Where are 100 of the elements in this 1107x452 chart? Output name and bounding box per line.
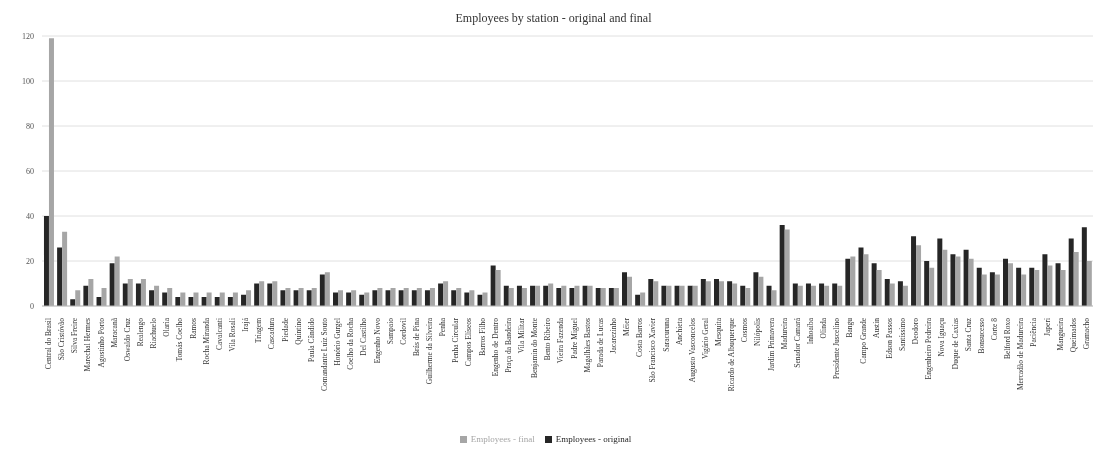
bar	[154, 285, 160, 306]
bar	[456, 288, 462, 306]
bar	[1029, 267, 1035, 306]
bar	[429, 288, 435, 306]
bar	[516, 285, 522, 306]
bar	[543, 285, 549, 306]
bar	[627, 276, 633, 306]
bar	[530, 285, 536, 306]
bar	[285, 288, 291, 306]
bar	[135, 283, 141, 306]
bar	[122, 283, 128, 306]
bar	[916, 245, 922, 306]
y-tick-label: 100	[22, 76, 34, 86]
bar	[955, 256, 961, 306]
y-tick-label: 120	[22, 31, 34, 41]
bar	[582, 285, 588, 306]
bar	[535, 285, 541, 306]
bar	[1042, 254, 1048, 306]
bar	[1081, 227, 1087, 306]
bar	[976, 267, 982, 306]
bar	[569, 288, 575, 306]
bar	[490, 265, 496, 306]
bar	[687, 285, 693, 306]
bar	[416, 288, 422, 306]
bar	[679, 285, 685, 306]
bar	[648, 279, 654, 306]
y-tick-label: 0	[30, 301, 34, 311]
bar	[608, 288, 614, 306]
bar	[1016, 267, 1022, 306]
y-tick-label: 20	[26, 256, 34, 266]
bar	[469, 290, 475, 306]
bar	[324, 272, 330, 306]
bar	[824, 285, 830, 306]
bar	[845, 258, 851, 306]
bar	[424, 290, 430, 306]
y-tick-label: 80	[26, 121, 34, 131]
bar	[863, 254, 869, 306]
bar	[451, 290, 457, 306]
bar	[1086, 261, 1092, 306]
bar	[661, 285, 667, 306]
bar	[858, 247, 864, 306]
bar	[411, 290, 417, 306]
bar	[600, 288, 606, 306]
bar	[897, 281, 903, 306]
bar	[1060, 270, 1066, 306]
bar	[83, 285, 89, 306]
bar	[503, 285, 509, 306]
bar	[732, 283, 738, 306]
bar	[832, 283, 838, 306]
bar	[884, 279, 890, 306]
bar	[779, 225, 785, 306]
bar	[1073, 252, 1079, 306]
bar	[613, 288, 619, 306]
bar	[57, 247, 63, 306]
bar	[805, 283, 811, 306]
bar	[88, 279, 94, 306]
bar	[101, 288, 107, 306]
bar	[1055, 263, 1061, 306]
bar	[713, 279, 719, 306]
bar	[556, 288, 562, 306]
bar	[705, 281, 711, 306]
bar	[377, 288, 383, 306]
bar	[167, 288, 173, 306]
bar	[298, 288, 304, 306]
bar	[398, 290, 404, 306]
bar	[521, 288, 527, 306]
bar	[62, 231, 68, 306]
bar	[950, 254, 956, 306]
bar	[758, 276, 764, 306]
bar	[692, 285, 698, 306]
bar	[272, 281, 278, 306]
bar	[43, 216, 49, 306]
bar	[911, 236, 917, 306]
bar	[351, 290, 357, 306]
bar	[924, 261, 930, 306]
bar	[508, 288, 514, 306]
bar	[792, 283, 798, 306]
bar	[622, 272, 628, 306]
bar	[548, 283, 554, 306]
bar	[587, 285, 593, 306]
bar	[810, 285, 816, 306]
bar	[246, 290, 252, 306]
bar	[140, 279, 146, 306]
bar	[740, 285, 746, 306]
bar	[942, 249, 948, 306]
bar	[937, 238, 943, 306]
bar	[850, 256, 856, 306]
bar	[403, 288, 409, 306]
bar	[443, 281, 449, 306]
bar	[989, 272, 995, 306]
bar	[438, 283, 444, 306]
bar	[766, 285, 772, 306]
bar	[1021, 274, 1027, 306]
bar	[254, 283, 260, 306]
bar	[149, 290, 155, 306]
bar	[75, 290, 81, 306]
bar	[819, 283, 825, 306]
bar	[871, 263, 877, 306]
bar	[319, 274, 325, 306]
bar	[994, 274, 1000, 306]
